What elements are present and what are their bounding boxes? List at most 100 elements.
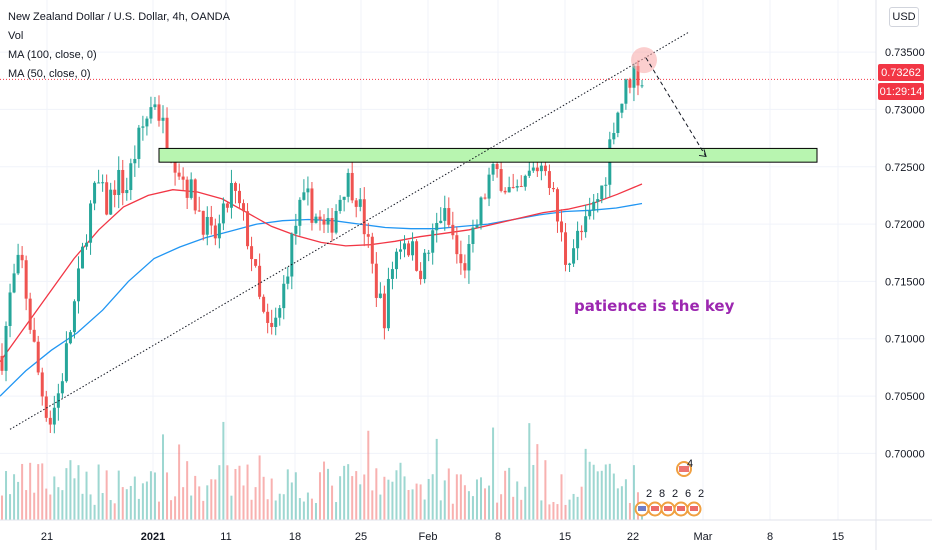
x-tick-label: 22 xyxy=(627,531,639,543)
volume-bar xyxy=(21,463,24,520)
volume-bar xyxy=(484,488,487,520)
flag-stripes xyxy=(690,506,698,511)
candle-body xyxy=(394,251,398,270)
candle-body xyxy=(467,243,471,271)
x-tick-label: Mar xyxy=(694,531,713,543)
y-tick-label: 0.72000 xyxy=(885,219,925,231)
volume-bar xyxy=(375,468,378,520)
candle-body xyxy=(105,182,109,215)
candle-body xyxy=(254,259,258,266)
volume-bar xyxy=(451,503,454,520)
volume-bar xyxy=(335,502,338,520)
candle-body xyxy=(298,199,302,226)
volume-bar xyxy=(339,476,342,520)
volume-bar xyxy=(431,474,434,520)
candle-body xyxy=(270,322,274,328)
candle-body xyxy=(48,417,52,425)
candle-body xyxy=(177,172,181,177)
volume-bar xyxy=(69,460,72,520)
candle-body xyxy=(358,199,362,207)
candle-body xyxy=(515,186,519,188)
volume-bar xyxy=(178,444,181,520)
y-tick-label: 0.70000 xyxy=(885,448,925,460)
candle-body xyxy=(44,396,48,418)
volume-bar xyxy=(53,476,56,520)
candle-body xyxy=(60,381,64,394)
currency-button[interactable]: USD xyxy=(889,7,919,27)
candle-body xyxy=(435,222,439,231)
candle-body xyxy=(68,332,72,344)
candle-body xyxy=(133,158,137,164)
volume-bar xyxy=(359,484,362,520)
candle-body xyxy=(165,117,169,153)
ma50-line xyxy=(0,183,643,363)
candle-body xyxy=(85,242,89,247)
candle-body xyxy=(459,254,463,264)
candle-body xyxy=(181,176,185,180)
volume-bar xyxy=(367,430,370,520)
candle-body xyxy=(423,252,427,280)
volume-bar xyxy=(415,483,418,520)
ma100-line xyxy=(0,202,643,397)
volume-bar xyxy=(580,486,583,520)
volume-bar xyxy=(170,500,173,520)
candle-body xyxy=(153,104,157,108)
flag-stripes xyxy=(664,506,672,511)
x-tick-label: 18 xyxy=(289,531,301,543)
candle-body xyxy=(580,230,584,233)
volume-bar xyxy=(242,485,245,520)
volume-bar xyxy=(323,461,326,520)
volume-bar xyxy=(109,500,112,520)
volume-bar xyxy=(576,496,579,520)
candle-body xyxy=(519,186,523,188)
ma100-indicator-label[interactable]: MA (100, close, 0) xyxy=(8,49,97,61)
volume-bar xyxy=(157,501,160,520)
y-tick-label: 0.70500 xyxy=(885,391,925,403)
volume-bar xyxy=(302,501,305,520)
volume-bar xyxy=(29,462,32,520)
volume-bar xyxy=(403,476,406,520)
candle-body xyxy=(499,169,503,191)
annotation-text[interactable]: patience is the key xyxy=(574,297,735,315)
candle-body xyxy=(588,210,592,217)
volume-bar xyxy=(97,464,100,520)
vol-indicator-label[interactable]: Vol xyxy=(8,30,24,42)
candle-body xyxy=(141,126,145,128)
volume-bar xyxy=(186,461,189,520)
volume-bar xyxy=(520,499,523,520)
symbol-title[interactable]: New Zealand Dollar / U.S. Dollar, 4h, OA… xyxy=(8,11,230,23)
candle-body xyxy=(564,232,568,265)
volume-bar xyxy=(266,499,269,520)
volume-bar xyxy=(65,468,68,520)
volume-bar xyxy=(166,472,169,520)
candle-body xyxy=(197,210,201,212)
volume-bar xyxy=(391,481,394,520)
ma50-indicator-label[interactable]: MA (50, close, 0) xyxy=(8,68,91,80)
volume-bar xyxy=(206,485,209,520)
candle-body xyxy=(12,273,16,293)
candle-body xyxy=(624,79,628,104)
volume-bar xyxy=(447,468,450,520)
candle-body xyxy=(242,203,246,212)
candle-body xyxy=(559,221,563,233)
candle-body xyxy=(101,182,105,184)
candle-body xyxy=(113,189,117,196)
candle-body xyxy=(262,296,266,312)
volume-bar xyxy=(560,474,563,520)
volume-bar xyxy=(379,494,382,520)
candle-body xyxy=(632,66,636,88)
candle-body xyxy=(415,241,419,271)
candle-body xyxy=(97,182,101,184)
candle-body xyxy=(411,241,415,256)
candle-body xyxy=(386,278,390,329)
volume-bar xyxy=(544,460,547,520)
candle-body xyxy=(0,355,4,371)
candle-body xyxy=(286,276,290,284)
candle-body xyxy=(362,199,366,235)
candle-body xyxy=(237,190,241,204)
volume-bar xyxy=(427,478,430,520)
candle-body xyxy=(572,248,576,264)
